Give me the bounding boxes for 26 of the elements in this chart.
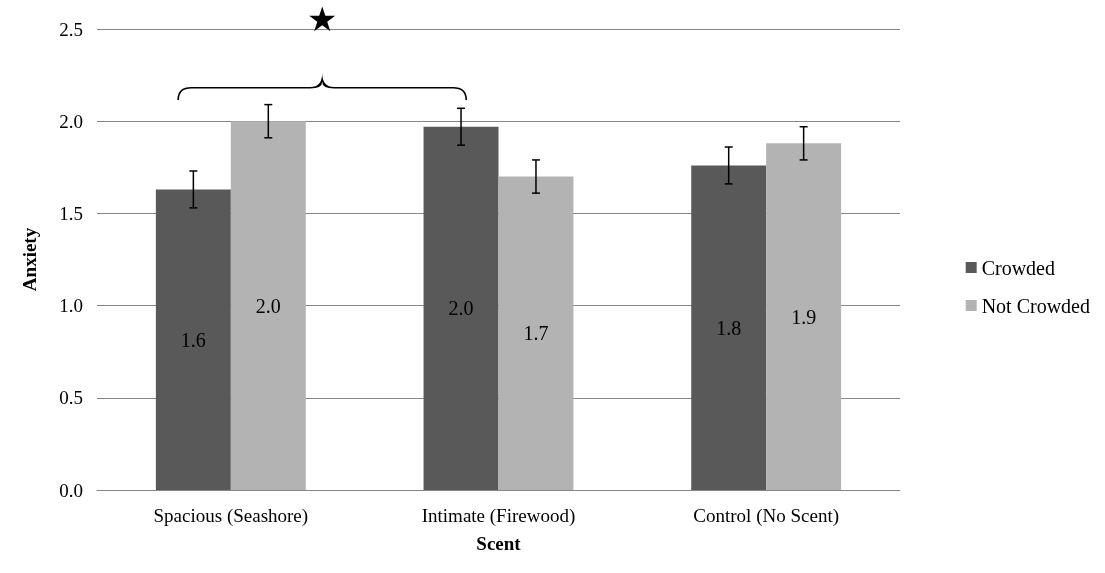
data-label: 1.9 xyxy=(791,305,817,328)
bar xyxy=(766,143,842,490)
bar xyxy=(691,165,767,490)
bar xyxy=(230,121,306,490)
y-tick-label: 2.5 xyxy=(59,18,83,40)
x-tick-label: Intimate (Firewood) xyxy=(421,505,576,527)
y-tick-label: 0.0 xyxy=(59,479,83,501)
data-label: 2.0 xyxy=(255,294,281,317)
data-label: 1.8 xyxy=(716,316,742,339)
bar xyxy=(155,189,231,490)
x-tick-label: Spacious (Seashore) xyxy=(153,505,309,527)
y-tick-label: 1.0 xyxy=(59,295,83,317)
bar xyxy=(423,126,499,490)
y-tick-label: 1.5 xyxy=(59,202,83,224)
legend-label: Not Crowded xyxy=(981,294,1091,317)
x-tick-label: Control (No Scent) xyxy=(693,505,839,527)
legend-label: Crowded xyxy=(981,256,1056,279)
data-label: 1.6 xyxy=(180,328,206,351)
x-axis-title: Scent xyxy=(476,533,522,554)
annotation: ★ xyxy=(306,0,339,39)
data-label: 2.0 xyxy=(448,297,474,320)
bar xyxy=(498,176,574,490)
y-tick-label: 2.0 xyxy=(59,110,83,132)
y-tick-label: 0.5 xyxy=(59,387,83,409)
y-axis-title: Anxiety xyxy=(19,227,40,292)
data-label: 1.7 xyxy=(523,322,549,345)
